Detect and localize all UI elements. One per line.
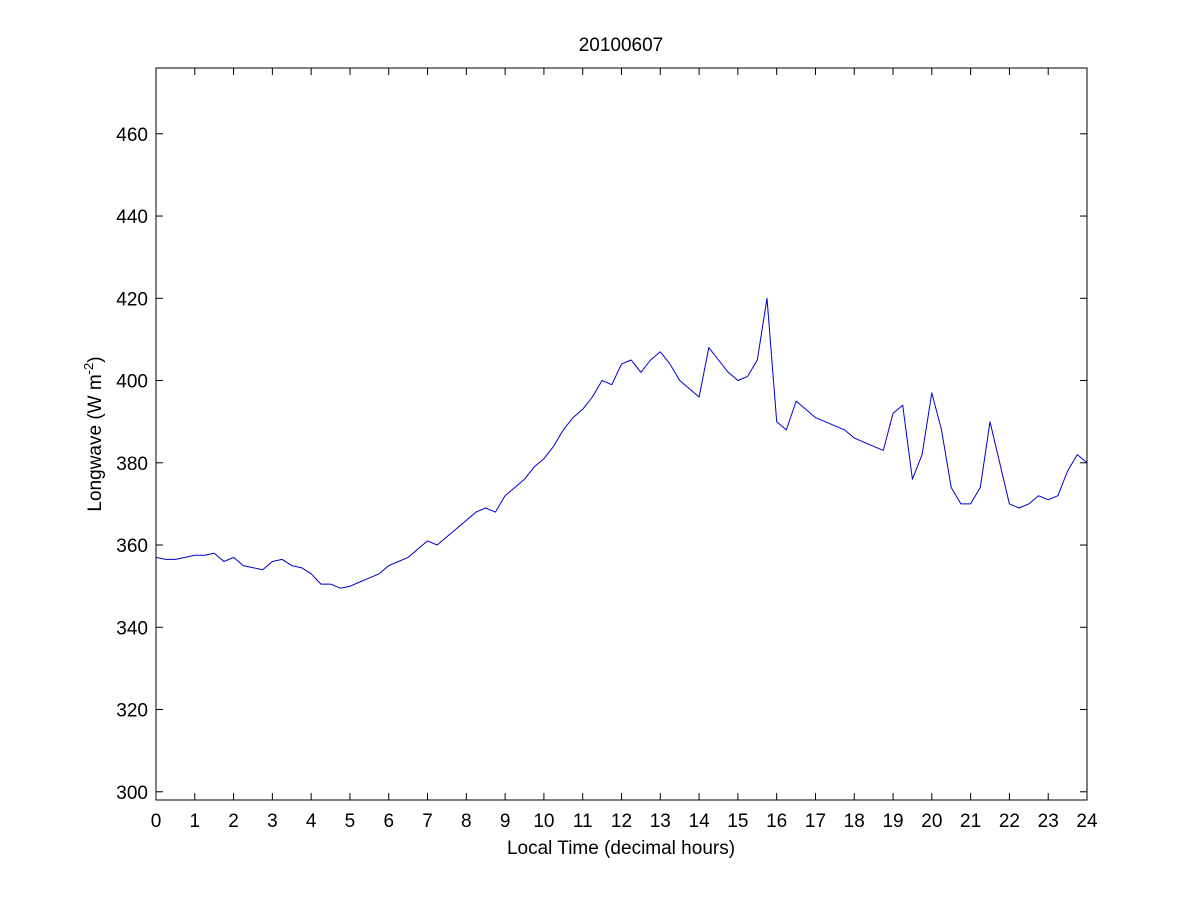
x-tick-label: 11 <box>573 811 593 832</box>
y-tick-label: 300 <box>116 783 148 804</box>
y-tick-label: 460 <box>116 125 148 146</box>
axis-ticks: 0 1 2 3 4 5 6 7 8 9 10 11 12 13 14 15 16 17 18 19 20 21 22 23 24… <box>116 68 1098 832</box>
chart-title: 20100607 <box>579 35 664 56</box>
y-tick-label: 320 <box>116 701 148 722</box>
y-axis-label-superscript: -2 <box>81 363 96 375</box>
x-tick-label: 5 <box>345 811 356 832</box>
y-tick-label: 400 <box>116 372 148 393</box>
x-tick-label: 8 <box>461 811 472 832</box>
y-tick-label: 440 <box>116 207 148 228</box>
y-axis-label-suffix: ) <box>85 356 106 362</box>
x-tick-label: 3 <box>267 811 278 832</box>
x-tick-label: 1 <box>190 811 201 832</box>
x-tick-label: 14 <box>689 811 711 832</box>
x-tick-label: 12 <box>611 811 632 832</box>
x-tick-label: 18 <box>844 811 865 832</box>
x-tick-label: 23 <box>1038 811 1059 832</box>
x-tick-label: 21 <box>960 811 981 832</box>
axes-frame <box>155 67 1088 801</box>
x-tick-label: 4 <box>306 811 317 832</box>
x-axis-label: Local Time (decimal hours) <box>507 838 735 859</box>
x-tick-label: 19 <box>882 811 903 832</box>
y-tick-label: 380 <box>116 454 148 475</box>
y-tick-label: 420 <box>116 289 148 310</box>
x-tick-label: 15 <box>727 811 748 832</box>
x-tick-label: 7 <box>422 811 433 832</box>
plot-area <box>155 297 1088 589</box>
x-tick-label: 16 <box>766 811 787 832</box>
x-tick-label: 20 <box>921 811 942 832</box>
y-tick-label: 340 <box>116 618 148 639</box>
x-tick-label: 9 <box>500 811 511 832</box>
y-axis-label-main: Longwave (W m <box>85 374 106 511</box>
x-tick-label: 13 <box>650 811 671 832</box>
longwave-series-line <box>155 297 1088 589</box>
x-tick-label: 10 <box>533 811 554 832</box>
x-tick-label: 22 <box>999 811 1020 832</box>
x-tick-label: 0 <box>151 811 162 832</box>
x-tick-label: 24 <box>1076 811 1098 832</box>
x-tick-label: 6 <box>383 811 394 832</box>
x-tick-label: 17 <box>805 811 826 832</box>
y-axis-label: Longwave (W m-2) <box>81 356 106 511</box>
x-tick-label: 2 <box>228 811 239 832</box>
y-tick-label: 360 <box>116 536 148 557</box>
